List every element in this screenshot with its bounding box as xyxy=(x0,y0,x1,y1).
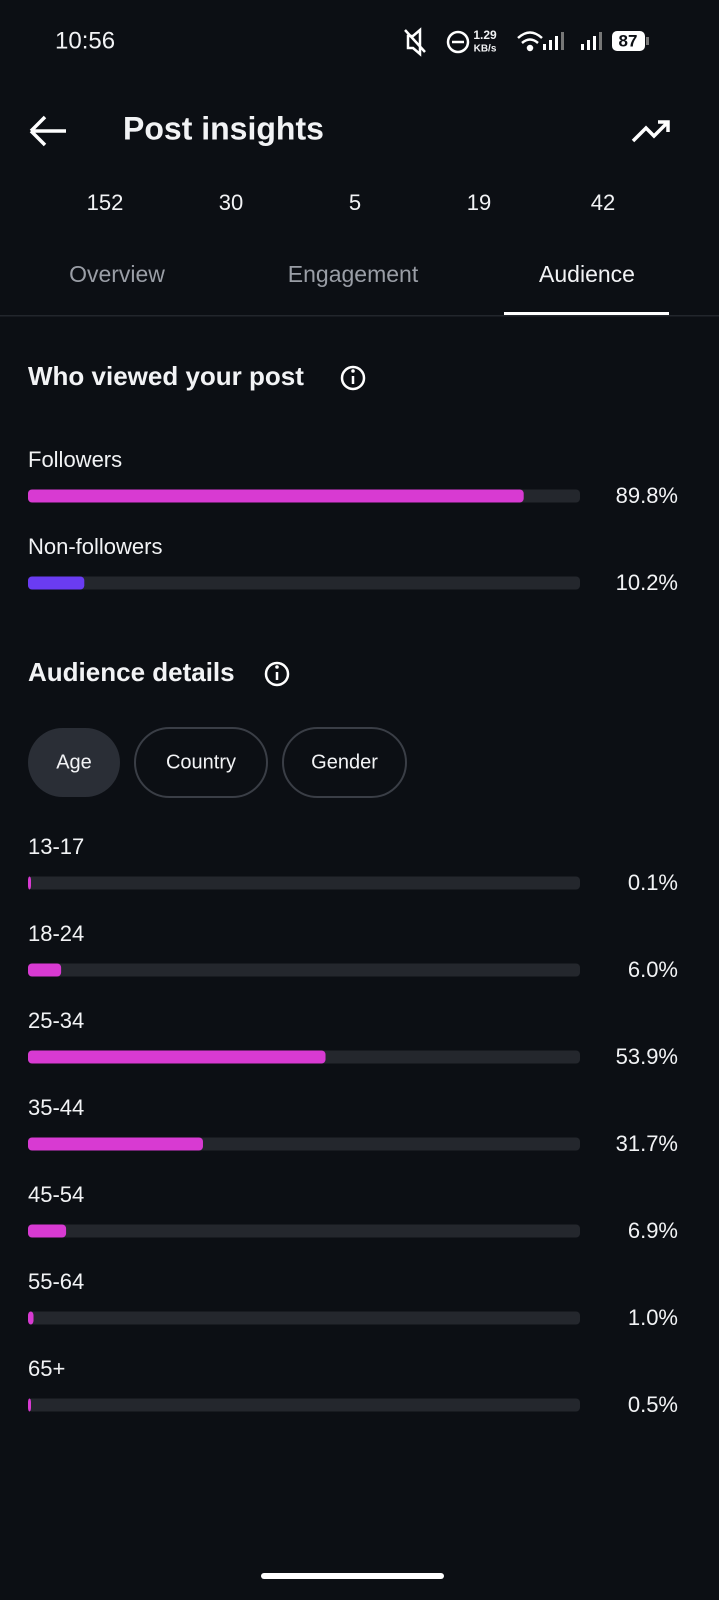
bar-track xyxy=(28,963,580,977)
bar-track xyxy=(28,876,580,890)
value-label: 89.8% xyxy=(616,483,678,508)
info-dot xyxy=(351,369,355,373)
row-label: 45-54 xyxy=(28,1182,84,1207)
row-label: 13-17 xyxy=(28,834,84,859)
value-label: 10.2% xyxy=(616,570,678,595)
filter-chip[interactable] xyxy=(282,727,407,798)
signal xyxy=(561,32,564,50)
info-icon[interactable] xyxy=(340,365,366,391)
value-label: 6.0% xyxy=(628,957,678,982)
signal xyxy=(587,40,590,50)
trend-button[interactable] xyxy=(631,120,670,143)
bar xyxy=(28,876,31,890)
section-title: Who viewed your post xyxy=(28,361,304,391)
value-label: 0.5% xyxy=(628,1392,678,1417)
tab-divider xyxy=(0,315,719,317)
row-label: Followers xyxy=(28,447,122,472)
signal xyxy=(599,32,602,50)
row-label: 35-44 xyxy=(28,1095,84,1120)
value-label: 53.9% xyxy=(616,1044,678,1069)
bar xyxy=(28,489,524,503)
tab[interactable]: Audience xyxy=(539,261,635,287)
wifi-icon xyxy=(517,31,543,44)
battery-tip xyxy=(646,37,649,45)
stat-value: 152 xyxy=(87,190,124,215)
bar-track xyxy=(28,1398,580,1412)
signal xyxy=(543,44,546,50)
status-icons xyxy=(404,27,543,57)
section-title: Audience details xyxy=(28,657,235,687)
signal xyxy=(593,36,596,50)
filter-chip-label: Country xyxy=(166,751,236,773)
row-label: 25-34 xyxy=(28,1008,84,1033)
tab[interactable]: Engagement xyxy=(288,261,419,287)
stat-value: 42 xyxy=(591,190,615,215)
status-time: 10:56 xyxy=(55,27,115,54)
value-label: 6.9% xyxy=(628,1218,678,1243)
info-dot xyxy=(275,665,279,669)
row-label: 55-64 xyxy=(28,1269,84,1294)
row-label: 65+ xyxy=(28,1356,65,1381)
status-speed-unit: KB/s xyxy=(474,44,497,55)
bar xyxy=(28,1311,34,1325)
filter-chip[interactable] xyxy=(28,728,120,797)
bar-track xyxy=(28,576,580,590)
bar-track xyxy=(28,1311,580,1325)
stat-value: 5 xyxy=(349,190,361,215)
signal xyxy=(555,36,558,50)
stat-value: 19 xyxy=(467,190,491,215)
value-label: 0.1% xyxy=(628,870,678,895)
page-title: Post insights xyxy=(123,110,324,146)
bar-track xyxy=(28,1224,580,1238)
filter-chip-label: Gender xyxy=(311,751,378,773)
mute-icon xyxy=(404,27,426,57)
bar xyxy=(28,1224,67,1238)
tab-indicator xyxy=(504,312,669,315)
filter-chip-label: Age xyxy=(56,751,92,773)
home-indicator xyxy=(261,1573,444,1579)
info-icon[interactable] xyxy=(264,661,290,687)
value-label: 31.7% xyxy=(616,1131,678,1156)
back-button[interactable] xyxy=(29,115,66,147)
stat-value: 30 xyxy=(219,190,243,215)
signal-icons xyxy=(543,31,649,51)
signal xyxy=(581,44,584,50)
signal xyxy=(549,40,552,50)
bar xyxy=(28,1398,31,1412)
battery xyxy=(612,31,645,51)
wifi-dot xyxy=(526,44,534,52)
tab[interactable]: Overview xyxy=(69,261,165,287)
dnd-icon xyxy=(446,30,470,54)
battery-level: 87 xyxy=(619,31,638,50)
status-speed: 1.29 xyxy=(473,28,497,42)
bar xyxy=(28,1050,326,1064)
bar xyxy=(28,1137,203,1151)
value-label: 1.0% xyxy=(628,1305,678,1330)
bar xyxy=(28,963,62,977)
row-label: Non-followers xyxy=(28,534,163,559)
bar xyxy=(28,576,85,590)
row-label: 18-24 xyxy=(28,921,84,946)
filter-chip[interactable] xyxy=(134,727,268,798)
